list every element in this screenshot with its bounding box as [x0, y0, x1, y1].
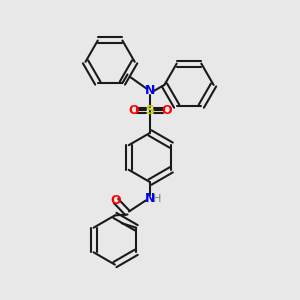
- Text: S: S: [146, 104, 154, 117]
- Text: N: N: [145, 84, 155, 98]
- Text: O: O: [111, 194, 122, 208]
- Text: N: N: [145, 192, 155, 205]
- Text: O: O: [161, 104, 172, 117]
- Text: H: H: [153, 194, 162, 204]
- Text: O: O: [128, 104, 139, 117]
